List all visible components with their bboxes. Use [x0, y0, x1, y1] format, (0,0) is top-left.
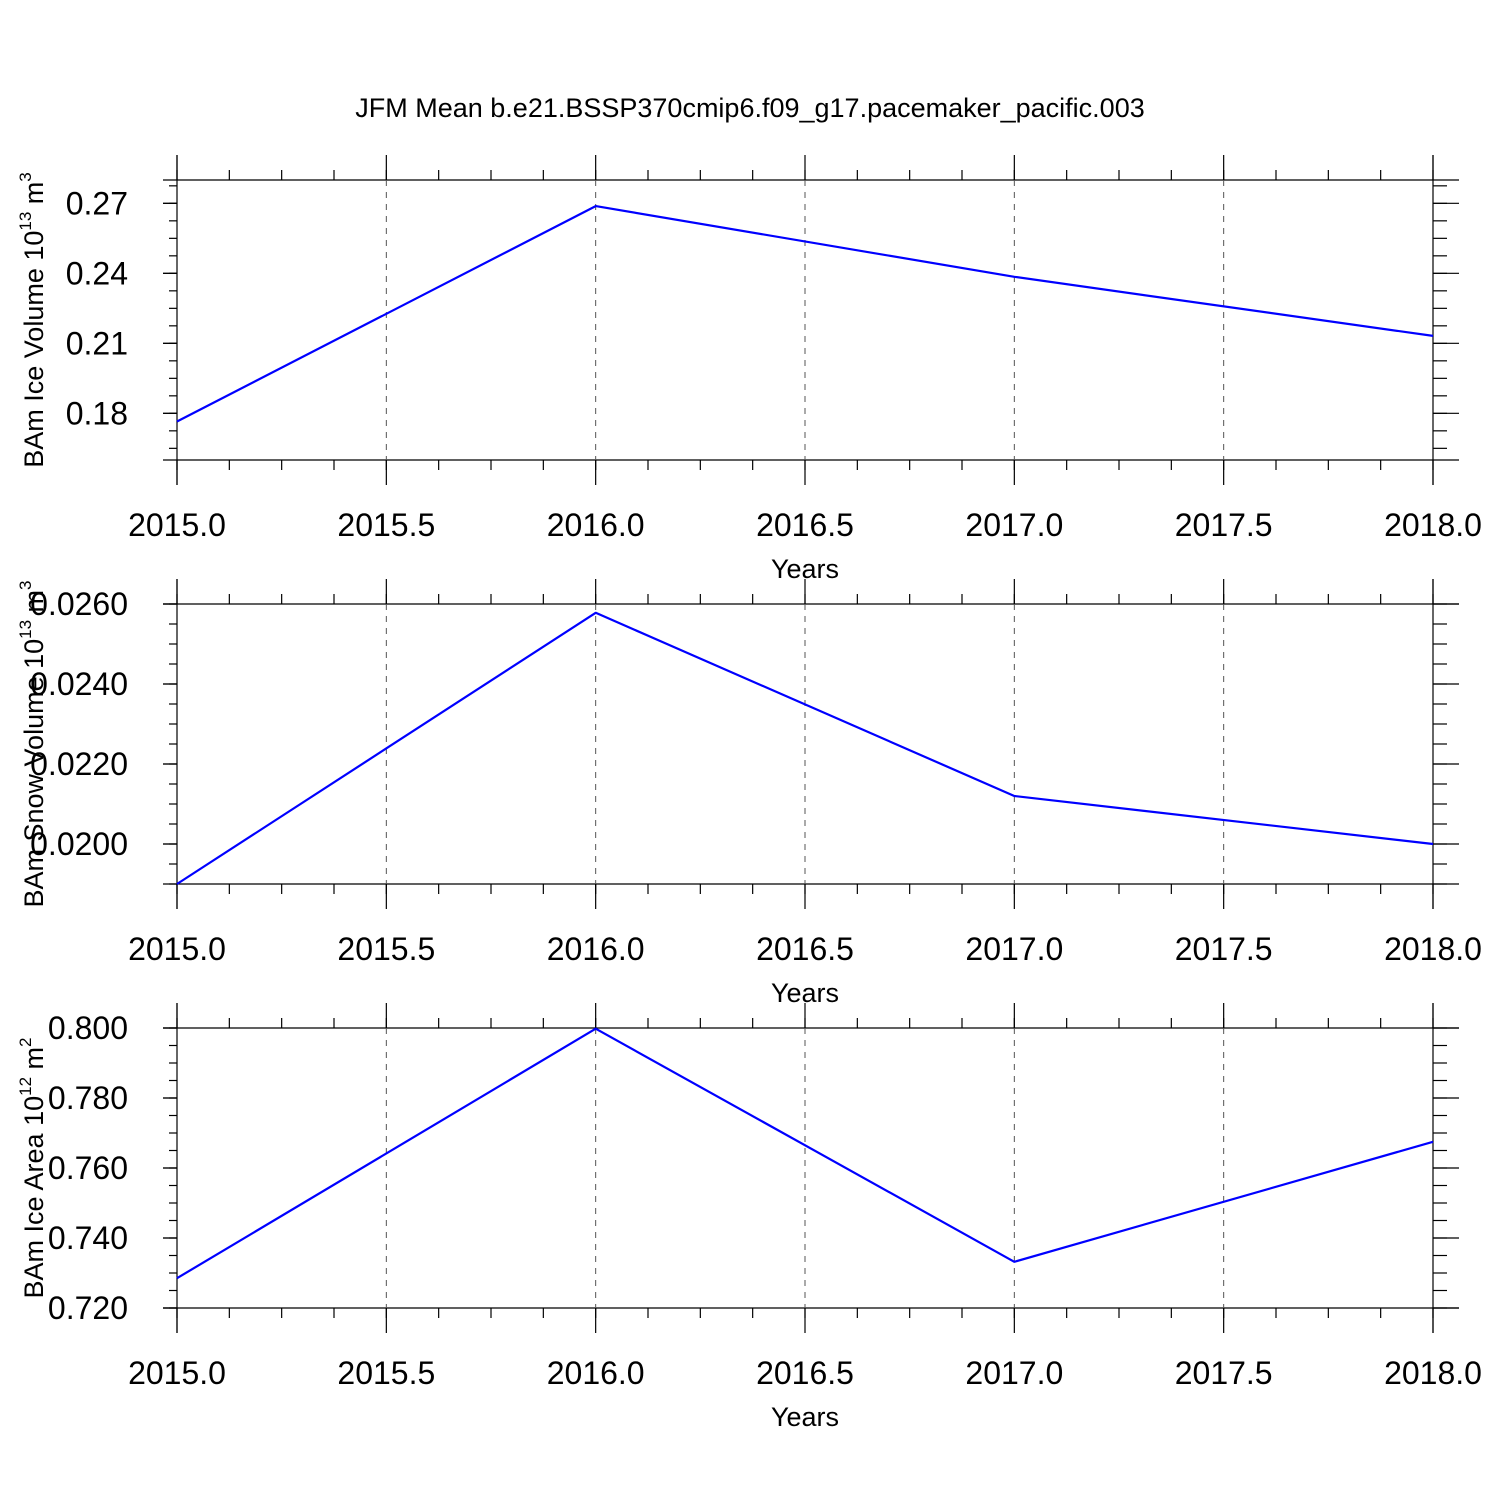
x-tick-label: 2016.5	[756, 507, 854, 543]
y-tick-label: 0.760	[48, 1150, 128, 1186]
chart-panel-1: 2015.0 2015.5 2016.0 2016.5 2017.0 2017.5 2018…	[16, 155, 1482, 584]
x-tick-label: 2017.5	[1175, 507, 1273, 543]
x-tick-label: 2015.5	[337, 931, 435, 967]
chart-title: JFM Mean b.e21.BSSP370cmip6.f09_g17.pace…	[355, 93, 1144, 123]
y-tick-label: 0.21	[66, 325, 128, 361]
x-tick-label: 2018.0	[1384, 1355, 1482, 1391]
x-tick-label: 2016.0	[547, 507, 645, 543]
x-tick-label: 2016.0	[547, 931, 645, 967]
y-axis-title: BAm Snow Volume 1013 m3	[16, 580, 49, 907]
y-tick-label: 0.0260	[30, 586, 128, 622]
x-tick-label: 2015.0	[128, 507, 226, 543]
x-tick-label: 2017.0	[965, 931, 1063, 967]
y-tick-label: 0.780	[48, 1080, 128, 1116]
y-tick-label: 0.18	[66, 395, 128, 431]
series-line	[176, 611, 1434, 885]
panels: 2015.0 2015.5 2016.0 2016.5 2017.0 2017.5 2018…	[16, 155, 1482, 1432]
series-line	[176, 1027, 1434, 1280]
y-tick-label: 0.24	[66, 255, 128, 291]
y-tick-label: 0.720	[48, 1290, 128, 1326]
x-tick-label: 2015.5	[337, 507, 435, 543]
x-tick-label: 2016.5	[756, 1355, 854, 1391]
chart-panel-3: 2015.0 2015.5 2016.0 2016.5 2017.0 2017.5 2018…	[16, 1003, 1482, 1432]
y-axis-title: BAm Ice Area 1012 m2	[16, 1038, 49, 1299]
y-tick-label: 0.27	[66, 185, 128, 221]
y-tick-label: 0.740	[48, 1220, 128, 1256]
y-tick-label: 0.0240	[30, 666, 128, 702]
x-tick-label: 2017.0	[965, 1355, 1063, 1391]
y-tick-label: 0.0220	[30, 746, 128, 782]
y-axis-title: BAm Ice Volume 1013 m3	[16, 172, 49, 468]
x-axis-title: Years	[771, 1402, 839, 1432]
x-tick-label: 2015.5	[337, 1355, 435, 1391]
x-tick-label: 2015.0	[128, 1355, 226, 1391]
series-line	[176, 205, 1434, 423]
x-tick-label: 2018.0	[1384, 507, 1482, 543]
y-tick-label: 0.0200	[30, 826, 128, 862]
chart-panel-2: 2015.0 2015.5 2016.0 2016.5 2017.0 2017.5 2018…	[16, 579, 1482, 1008]
x-tick-label: 2016.5	[756, 931, 854, 967]
x-tick-label: 2017.0	[965, 507, 1063, 543]
x-tick-label: 2017.5	[1175, 931, 1273, 967]
x-tick-label: 2015.0	[128, 931, 226, 967]
y-tick-label: 0.800	[48, 1010, 128, 1046]
x-tick-label: 2017.5	[1175, 1355, 1273, 1391]
x-tick-label: 2018.0	[1384, 931, 1482, 967]
x-tick-label: 2016.0	[547, 1355, 645, 1391]
